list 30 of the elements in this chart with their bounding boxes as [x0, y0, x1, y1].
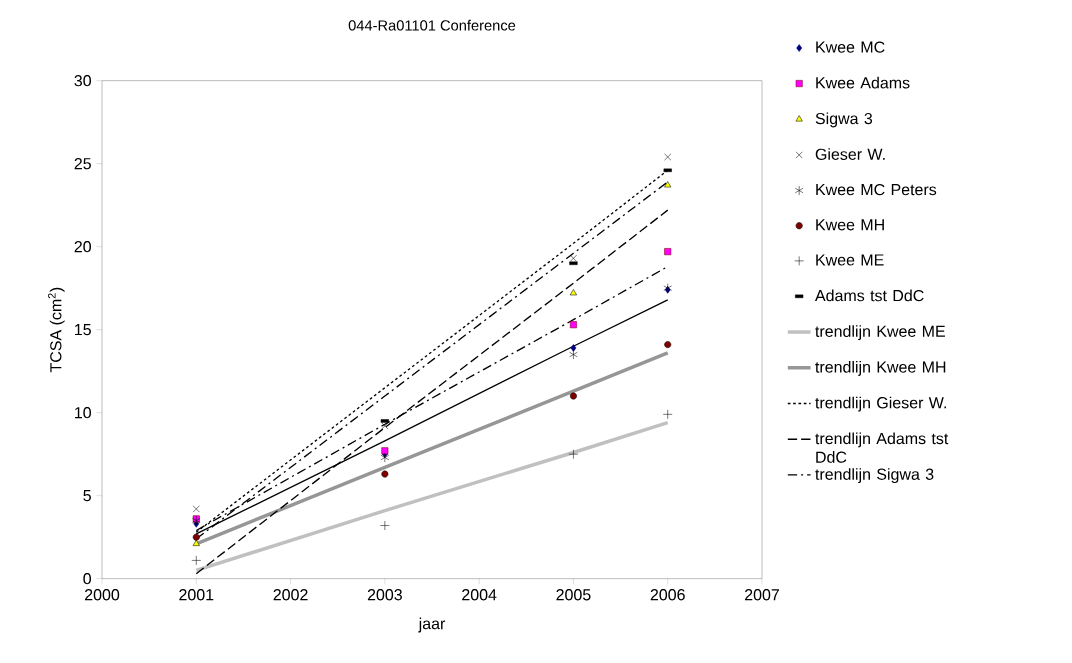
x-tick-label: 2007: [745, 589, 779, 601]
y-tick-label: 20: [74, 241, 91, 253]
y-tick-label: 15: [75, 324, 91, 336]
legend-label: Gieser W.: [815, 148, 885, 161]
y-axis-title: TCSA (cm$^{2}$): [48, 287, 65, 373]
legend-label: trendlijn Gieser W.: [815, 396, 946, 412]
legend-label: Adams tst DdC: [814, 289, 924, 302]
y-tick-label: 0: [83, 573, 91, 585]
legend-label: Kwee ME: [816, 254, 884, 266]
y-tick-label: 10: [75, 407, 91, 419]
x-tick-label: 2003: [367, 589, 402, 601]
x-tick-label: 2001: [179, 589, 214, 601]
x-axis-title: jaar: [418, 617, 446, 633]
x-tick-label: 2004: [462, 589, 497, 601]
legend-label: Kwee Adams: [816, 76, 910, 89]
x-tick-label: 2006: [650, 589, 685, 601]
y-tick-label: 5: [83, 490, 91, 502]
x-tick-label: 2002: [273, 589, 308, 601]
legend-label: Kwee MC: [816, 41, 885, 53]
legend-label: trendlijn Sigwa 3: [815, 468, 934, 484]
legend-label: trendlijn Kwee ME: [815, 325, 945, 341]
x-tick-label: 2005: [556, 589, 591, 601]
legend-label: Kwee MH: [816, 219, 884, 231]
chart-title: 044-Ra01101 Conference: [348, 20, 516, 31]
y-tick-label: 25: [74, 158, 91, 170]
legend-label: Kwee MC Peters: [816, 184, 937, 196]
y-tick-label: 30: [74, 75, 91, 87]
legend-label: trendlijn Kwee MH: [815, 361, 946, 377]
x-tick-label: 2000: [85, 589, 120, 601]
legend-label: Sigwa 3: [815, 112, 873, 128]
